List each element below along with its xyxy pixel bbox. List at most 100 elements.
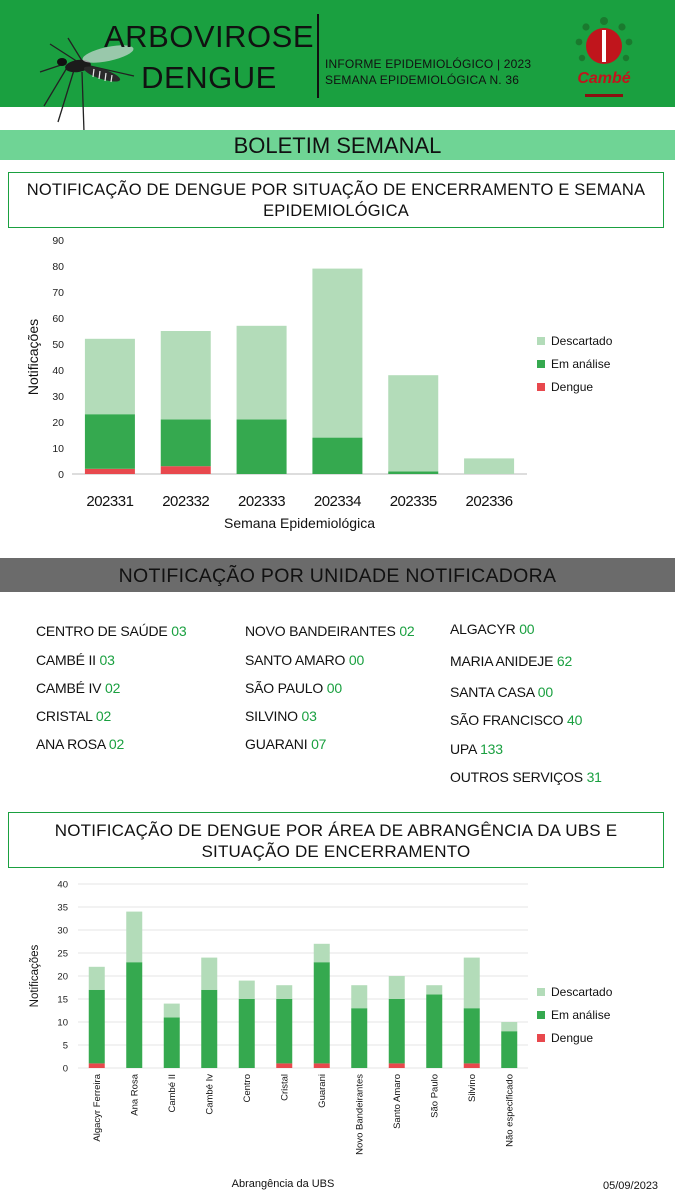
x-tick-label: São Paulo: [429, 1074, 440, 1118]
unit-count: 02: [108, 736, 125, 752]
chart2-title-line-2: SITUAÇÃO DE ENCERRAMENTO: [201, 842, 471, 861]
unit-name: UPA: [450, 741, 481, 757]
unit-count: 00: [519, 621, 535, 637]
bar-segment-em-análise: [276, 999, 293, 1064]
x-tick-label: 202331: [86, 493, 133, 510]
chart2-title-line-1: NOTIFICAÇÃO DE DENGUE POR ÁREA DE ABRANG…: [54, 821, 618, 840]
bar-segment-em-análise: [388, 471, 439, 474]
unit-entry: SILVINO 03: [245, 708, 317, 724]
unit-name: CRISTAL: [36, 708, 96, 724]
x-tick-label: 202336: [466, 493, 513, 510]
mosquito-icon: [39, 37, 135, 133]
bar-segment-descartado: [276, 985, 293, 999]
legend-swatch: [537, 1034, 545, 1042]
unit-name: GUARANI: [245, 736, 312, 752]
bar-segment-descartado: [312, 268, 363, 438]
y-tick-label: 80: [52, 261, 64, 273]
x-tick-label: Centro: [242, 1074, 253, 1103]
footer-date: 05/09/2023: [603, 1180, 659, 1192]
y-tick-label: 10: [52, 443, 64, 455]
bar-segment-descartado: [426, 985, 443, 995]
unit-count: 00: [537, 684, 553, 700]
y-tick-label: 40: [52, 365, 64, 377]
y-tick-label: 0: [58, 469, 64, 481]
bar-segment-dengue: [160, 466, 211, 474]
x-tick-label: Cristal: [279, 1074, 290, 1101]
bar-segment-descartado: [388, 375, 439, 472]
logo-text: Cambé: [577, 70, 631, 87]
bar-segment-descartado: [313, 943, 330, 963]
legend-label: Em análise: [551, 357, 611, 371]
bar-segment-em-análise: [163, 1017, 180, 1068]
y-tick-label: 50: [52, 339, 64, 351]
chart-ubs-notifications: 0 5 10 15 20 25 30 35 40 Algacyr Ferreira Ana Rosa…: [29, 880, 613, 1191]
y-tick-label: 20: [57, 972, 68, 983]
unit-name: SANTO AMARO: [245, 652, 349, 668]
y-tick-label: 70: [52, 287, 64, 299]
unit-count: 00: [348, 652, 365, 668]
bar-segment-descartado: [160, 331, 211, 420]
unit-count: 62: [556, 653, 573, 669]
unit-count: 00: [326, 680, 342, 696]
x-tick-label: 202335: [390, 493, 437, 510]
y-tick-label: 90: [52, 235, 64, 247]
x-tick-label: Novo Bandeirantes: [354, 1074, 365, 1155]
bar-segment-em-análise: [236, 419, 287, 474]
bar-segment-descartado: [236, 325, 287, 420]
unit-entry: SANTO AMARO 00: [245, 652, 364, 668]
unit-name: SANTA CASA: [450, 684, 538, 700]
main-title: ARBOVIROSE DENGUE: [104, 16, 314, 98]
x-tick-label: Silvino: [467, 1074, 478, 1102]
legend-swatch: [537, 383, 545, 391]
report-info: INFORME EPIDEMIOLÓGICO | 2023 SEMANA EPI…: [325, 56, 531, 88]
unit-name: SILVINO: [245, 708, 302, 724]
bar-segment-descartado: [463, 957, 480, 1009]
legend-label: Dengue: [551, 1031, 593, 1045]
unit-entry: OUTROS SERVIÇOS 31: [450, 769, 602, 785]
x-tick-label: Guarani: [317, 1074, 328, 1108]
x-axis-title: Semana Epidemiológica: [224, 515, 375, 531]
unit-entry: ALGACYR 00: [450, 621, 535, 637]
legend-swatch: [537, 988, 545, 996]
x-tick-label: Algacyr Ferreira: [92, 1073, 103, 1141]
x-axis-title: Abrangência da UBS: [232, 1178, 335, 1190]
unit-entry: SÃO PAULO 00: [245, 680, 342, 696]
unit-count: 02: [95, 708, 112, 724]
y-tick-label: 15: [57, 995, 68, 1006]
x-tick-label: Santo Amaro: [392, 1074, 403, 1129]
y-tick-label: 5: [63, 1041, 68, 1052]
unit-count: 03: [301, 708, 317, 724]
unit-count: 03: [99, 652, 115, 668]
bar-segment-dengue: [88, 1063, 105, 1068]
chart-weekly-notifications: 0 10 20 30 40 50 60 70 80 90 202331 202332 202333 202…: [25, 235, 613, 531]
legend-swatch: [537, 360, 545, 368]
bar-segment-em-análise: [351, 1008, 368, 1068]
unit-name: CAMBÉ IV: [36, 680, 105, 696]
bar-segment-em-análise: [312, 437, 363, 474]
y-axis-title: Notificações: [29, 944, 41, 1007]
bar-segment-em-análise: [88, 989, 105, 1064]
bar-segment-descartado: [351, 985, 368, 1009]
unit-name: NOVO BANDEIRANTES: [245, 623, 400, 639]
bar-segment-descartado: [201, 957, 218, 990]
chart1-title: NOTIFICAÇÃO DE DENGUE POR SITUAÇÃO DE EN…: [8, 172, 664, 228]
y-tick-label: 35: [57, 903, 68, 914]
bar-segment-descartado: [501, 1022, 518, 1032]
bar-segment-descartado: [163, 1003, 180, 1018]
bar-segment-em-análise: [238, 999, 255, 1068]
unit-count: 02: [399, 623, 415, 639]
unit-name: ALGACYR: [450, 621, 520, 637]
bar-segment-dengue: [313, 1063, 330, 1068]
unit-name: SÃO PAULO: [245, 680, 327, 696]
bar-segment-descartado: [126, 911, 143, 963]
bar-segment-em-análise: [160, 419, 211, 467]
bar-segment-em-análise: [426, 994, 443, 1068]
title-line-1: ARBOVIROSE: [104, 19, 314, 54]
units-section-title: NOTIFICAÇÃO POR UNIDADE NOTIFICADORA: [0, 558, 675, 592]
y-tick-label: 30: [52, 391, 64, 403]
title-divider: [317, 14, 319, 98]
legend-swatch: [537, 337, 545, 345]
y-tick-label: 30: [57, 926, 68, 937]
unit-name: SÃO FRANCISCO: [450, 712, 567, 728]
unit-name: ANA ROSA: [36, 736, 109, 752]
